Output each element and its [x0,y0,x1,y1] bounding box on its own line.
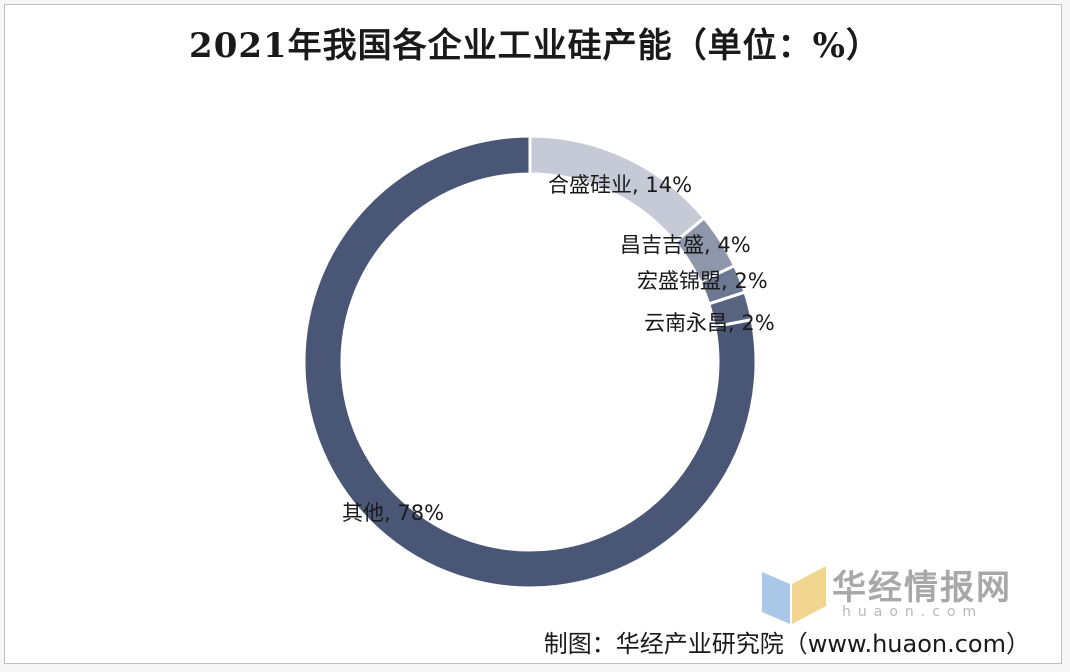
slice-label-4: 云南永昌, 2% [644,311,775,335]
watermark-brand: 华经情报网 [832,568,1012,608]
watermark-domain: huaon.com [842,604,984,620]
chart-title: 2021年我国各企业工业硅产能（单位：%） [189,26,881,66]
slice-label-2: 昌吉吉盛, 4% [620,233,751,257]
slice-label-3: 宏盛锦盟, 2% [637,269,768,293]
slice-label-5: 其他, 78% [342,501,444,525]
source-credit: 制图：华经产业研究院（www.huaon.com） [543,630,1030,658]
donut-slice-5 [302,134,758,590]
slice-label-1: 合盛硅业, 14% [548,173,692,197]
